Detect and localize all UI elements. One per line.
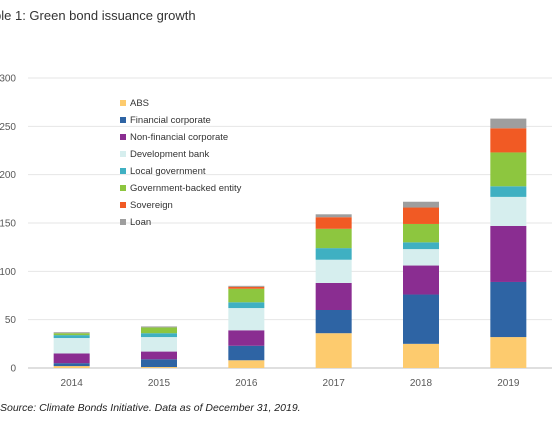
x-tick-label: 2014: [61, 378, 84, 389]
legend-label: Sovereign: [130, 200, 173, 211]
legend-swatch: [120, 168, 126, 174]
bar-segment: [403, 294, 439, 344]
legend-label: Loan: [130, 217, 151, 228]
bar-segment: [315, 214, 352, 218]
bar-segment: [53, 353, 90, 364]
bar-segment: [228, 285, 265, 287]
legend-swatch: [120, 117, 126, 123]
bar-segment: [141, 326, 177, 328]
bar-segment: [403, 242, 439, 250]
legend-label: Non-financial corporate: [130, 132, 228, 143]
bar-segment: [315, 228, 352, 249]
bar-segment: [228, 360, 265, 368]
bar-segment: [141, 333, 177, 338]
legend-swatch: [120, 219, 126, 225]
bar-segment: [403, 201, 439, 208]
bar-segment: [53, 333, 90, 336]
legend-swatch: [120, 202, 126, 208]
legend-label: Local government: [130, 166, 206, 177]
x-tick-label: 2018: [410, 378, 433, 389]
x-tick-label: 2016: [235, 378, 258, 389]
legend-swatch: [120, 134, 126, 140]
bar-segment: [490, 225, 527, 282]
bar-segment: [228, 345, 265, 361]
y-tick-label: 250: [0, 122, 16, 133]
bar-segment: [315, 259, 352, 283]
x-tick-label: 2019: [497, 378, 520, 389]
bar-segment: [141, 359, 177, 368]
bar-segment: [315, 310, 352, 334]
bar-segment: [141, 351, 177, 360]
bar-segment: [403, 207, 439, 224]
bar-segment: [403, 249, 439, 266]
legend-label: Financial corporate: [130, 115, 211, 126]
bar-segment: [228, 330, 265, 346]
bar-segment: [490, 281, 527, 338]
y-tick-label: 0: [10, 364, 16, 375]
bar-segment: [315, 333, 352, 368]
bar-segment: [490, 186, 527, 197]
bar-segment: [490, 128, 527, 153]
legend-label: ABS: [130, 98, 149, 109]
bar-segment: [53, 363, 90, 367]
bar-segment: [315, 248, 352, 260]
bar-segment: [315, 282, 352, 310]
y-tick-label: 300: [0, 74, 16, 85]
bar-segment: [53, 332, 90, 334]
bar-segment: [403, 265, 439, 295]
bar-segment: [315, 217, 352, 229]
bar-segment: [53, 338, 90, 354]
y-tick-label: 100: [0, 267, 16, 278]
x-tick-label: 2015: [148, 378, 171, 389]
bar-segment: [228, 302, 265, 309]
y-tick-label: 50: [5, 315, 17, 326]
legend-label: Development bank: [130, 149, 209, 160]
bar-segment: [53, 366, 90, 368]
chart-title: ble 1: Green bond issuance growth: [0, 8, 196, 23]
bar-segment: [490, 152, 527, 187]
bar-segment: [141, 337, 177, 352]
bar-segment: [141, 367, 177, 368]
bar-segment: [490, 118, 527, 129]
x-tick-label: 2017: [323, 378, 346, 389]
bar-segment: [228, 308, 265, 331]
source-note: Source: Climate Bonds Initiative. Data a…: [0, 402, 301, 414]
bar-segment: [403, 223, 439, 243]
y-tick-label: 150: [0, 219, 16, 230]
legend-label: Government-backed entity: [130, 183, 242, 194]
y-tick-label: 200: [0, 170, 16, 181]
bar-segment: [403, 343, 439, 368]
bar-segment: [53, 335, 90, 339]
legend-swatch: [120, 151, 126, 157]
legend-swatch: [120, 100, 126, 106]
bar-segment: [490, 196, 527, 226]
bar-segment: [490, 337, 527, 368]
legend-swatch: [120, 185, 126, 191]
bar-segment: [141, 327, 177, 334]
bar-segment: [228, 286, 265, 289]
bar-segment: [228, 288, 265, 303]
